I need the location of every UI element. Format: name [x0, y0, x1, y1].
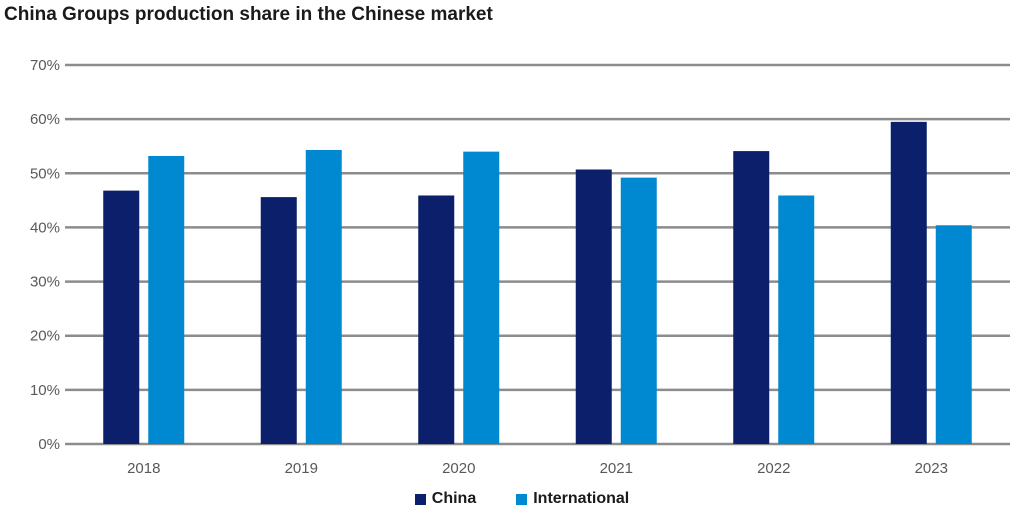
bar-china-2023 — [890, 121, 927, 444]
y-tick-label: 0% — [38, 436, 60, 453]
bar-china-2022 — [733, 151, 770, 444]
chart-title: China Groups production share in the Chi… — [4, 4, 493, 25]
legend-label-international: International — [533, 490, 630, 507]
x-tick-label: 2021 — [600, 460, 633, 477]
y-tick-label: 30% — [30, 274, 60, 291]
y-tick-label: 60% — [30, 111, 60, 128]
bar-international-2018 — [148, 155, 185, 444]
bar-international-2022 — [778, 195, 815, 444]
bar-china-2019 — [260, 197, 297, 444]
y-tick-label: 70% — [30, 57, 60, 74]
legend-item-international: International — [516, 490, 629, 508]
bar-international-2020 — [463, 151, 500, 444]
legend-label-china: China — [431, 490, 477, 507]
x-tick-label: 2019 — [285, 460, 318, 477]
x-tick-label: 2020 — [442, 460, 475, 477]
y-tick-label: 40% — [30, 219, 60, 236]
y-tick-label: 20% — [30, 328, 60, 345]
y-tick-label: 10% — [30, 382, 60, 399]
x-tick-label: 2018 — [127, 460, 160, 477]
x-tick-label: 2022 — [757, 460, 790, 477]
legend-swatch-international — [516, 493, 528, 505]
bar-international-2021 — [620, 177, 657, 445]
bar-international-2023 — [935, 225, 972, 444]
bar-international-2019 — [305, 150, 342, 445]
x-tick-label: 2023 — [915, 460, 948, 477]
legend-item-china: China — [414, 490, 477, 508]
bar-china-2020 — [418, 195, 455, 444]
y-tick-label: 50% — [30, 165, 60, 182]
bar-china-2021 — [575, 169, 612, 444]
legend: China International — [0, 490, 1024, 508]
bar-china-2018 — [103, 190, 140, 444]
legend-swatch-china — [414, 493, 426, 505]
